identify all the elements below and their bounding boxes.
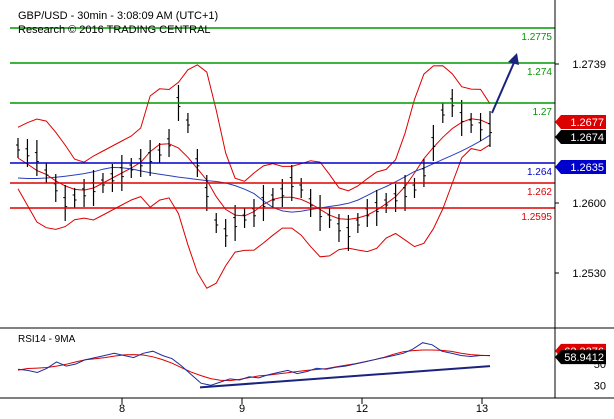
forecast-arrow-head <box>508 53 519 65</box>
rsi-title: RSI14 - 9MA <box>18 334 76 345</box>
forecast-arrow-shaft <box>491 57 517 114</box>
bollinger-upper <box>17 64 491 192</box>
level-label: 1.264 <box>527 167 552 178</box>
y-tick-label: 1.2600 <box>572 198 606 210</box>
rsi-tag-label: 58.9412 <box>564 352 604 364</box>
rsi-line <box>17 342 490 386</box>
price-tag <box>555 115 606 129</box>
chart-header-line2: Research © 2016 TRADING CENTRAL <box>18 24 211 36</box>
level-label: 1.27 <box>533 107 553 118</box>
chart-header-line1: GBP/USD - 30min - 3:08:09 AM (UTC+1) <box>18 10 219 22</box>
rsi-tag <box>555 350 606 365</box>
x-tick-label: 8 <box>119 403 125 415</box>
price-tag-label: 1.2677 <box>570 117 604 129</box>
x-tick-label: 12 <box>356 403 368 415</box>
rsi-trendline <box>199 365 491 389</box>
y-tick-label: 1.2739 <box>572 59 606 71</box>
price-tag-label: 1.2674 <box>570 132 604 144</box>
level-label: 1.262 <box>527 187 552 198</box>
bollinger-lower <box>17 144 491 289</box>
x-tick-label: 9 <box>239 403 245 415</box>
price-tag-label: 1.2635 <box>570 162 604 174</box>
level-label: 1.274 <box>527 67 552 78</box>
rsi-y-tick-label: 30 <box>594 380 606 392</box>
price-tag <box>555 130 606 144</box>
level-label: 1.2595 <box>521 212 552 223</box>
y-tick-label: 1.2530 <box>572 268 606 280</box>
x-tick-label: 13 <box>476 403 488 415</box>
level-label: 1.2775 <box>521 32 552 43</box>
price-tag <box>555 160 606 174</box>
rsi-ma-line <box>17 349 491 382</box>
moving-average-line <box>17 134 491 213</box>
